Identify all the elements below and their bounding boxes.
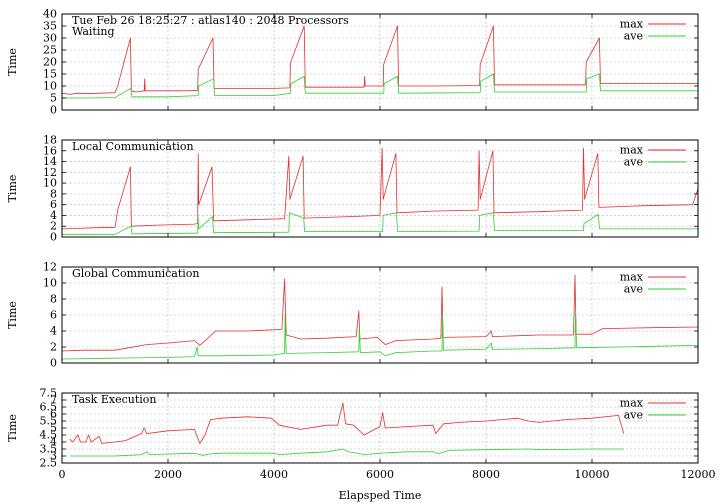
y-tick-label: 6.5 [40,401,58,414]
y-tick-label: 40 [43,8,57,21]
series-line-max [69,402,625,444]
y-tick-label: 14 [43,155,57,168]
series-line-max [61,25,698,95]
y-tick-label: 4 [50,436,57,449]
y-tick-label: 25 [43,44,57,57]
y-tick-label: 16 [43,144,57,157]
legend-label-max: max [620,18,644,31]
y-tick-label: 6 [50,408,57,421]
legend-label-ave: ave [624,156,643,169]
panel-title: Global Communication [72,267,200,280]
x-tick-label: 10000 [575,468,610,481]
x-tick-label: 2000 [154,468,182,481]
y-tick-label: 7 [50,394,57,407]
y-tick-label: 4 [50,325,57,338]
y-tick-label: 7.5 [40,387,58,400]
y-tick-label: 30 [43,32,57,45]
series-line-max [61,274,699,352]
y-tick-label: 10 [43,177,57,190]
y-tick-label: 2 [50,341,57,354]
y-tick-label: 10 [43,277,57,290]
legend-label-ave: ave [624,283,643,296]
x-tick-label: 12000 [681,468,716,481]
x-tick-label: 6000 [366,468,394,481]
y-tick-label: 0 [50,104,57,117]
panel-title: Waiting [72,25,115,38]
x-tick-label: 4000 [260,468,288,481]
y-tick-label: 4.5 [40,429,58,442]
y-tick-label: 3 [50,450,57,463]
y-tick-label: 12 [43,166,57,179]
legend-label-max: max [620,271,644,284]
y-tick-label: 2.5 [40,457,58,470]
y-tick-label: 5 [50,92,57,105]
legend-label-ave: ave [624,30,643,43]
x-axis-label: Elapsped Time [339,489,422,502]
series-line-ave [62,73,698,99]
y-tick-label: 6 [50,309,57,322]
y-tick-label: 18 [43,134,57,147]
y-tick-label: 0 [50,231,57,244]
y-tick-label: 3.5 [40,443,58,456]
y-axis-label: Time [6,414,19,442]
series-line-ave [70,448,624,457]
legend-label-max: max [620,144,644,157]
y-tick-label: 12 [43,261,57,274]
y-tick-label: 10 [43,80,57,93]
series-line-ave [62,212,698,235]
y-tick-label: 4 [50,209,57,222]
y-tick-label: 8 [50,293,57,306]
y-tick-label: 0 [50,357,57,370]
y-tick-label: 20 [43,56,57,69]
chart-header: Tue Feb 26 18:25:27 : atlas140 : 2048 Pr… [72,14,349,27]
y-tick-label: 35 [43,20,57,33]
y-axis-label: Time [6,48,19,76]
y-tick-label: 5.5 [40,415,58,428]
series-line-max [61,147,699,230]
series-line-ave [61,310,699,360]
y-tick-label: 6 [50,198,57,211]
legend-label-ave: ave [624,409,643,422]
chart-panel-4: 2.533.544.555.566.577.5 0 2000 4000 6000 8000… [6,387,716,503]
y-tick-label: 15 [43,68,57,81]
x-tick-label: 8000 [472,468,500,481]
y-tick-label: 8 [50,187,57,200]
panel-title: Local Communication [72,140,194,153]
y-axis-label: Time [6,175,19,203]
panel-title: Task Execution [72,393,156,406]
y-tick-label: 2 [50,220,57,233]
y-axis-label: Time [6,301,19,329]
legend-label-max: max [620,397,644,410]
y-tick-label: 5 [50,422,57,435]
x-tick-label: 0 [59,468,66,481]
